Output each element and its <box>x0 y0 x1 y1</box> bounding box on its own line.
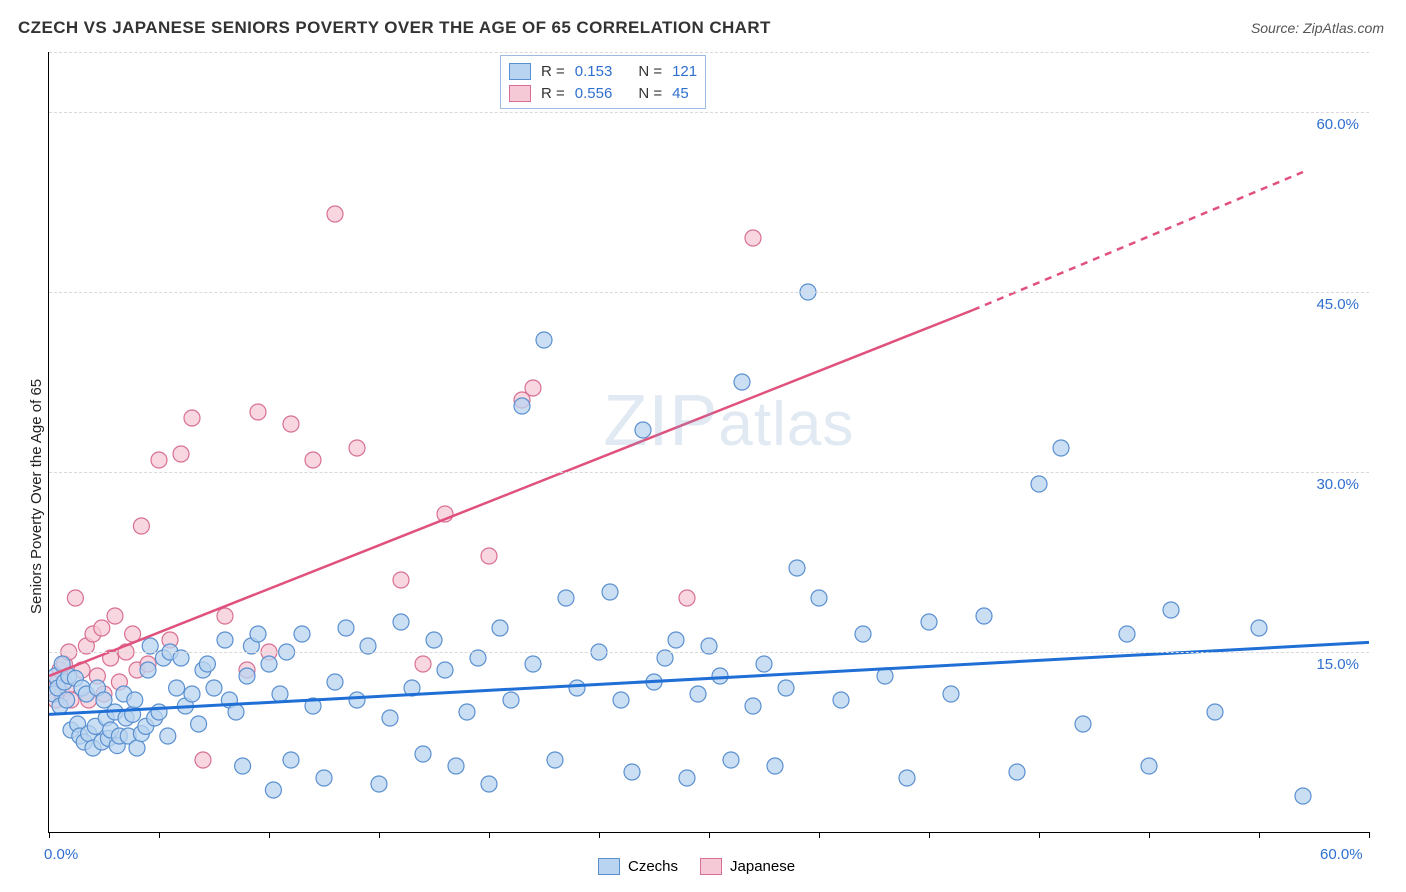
legend-r-label: R = <box>541 63 565 80</box>
y-axis-label: Seniors Poverty Over the Age of 65 <box>28 378 45 613</box>
legend-r-japanese: 0.556 <box>575 85 613 102</box>
legend-correlation: R = 0.153 N = 121 R = 0.556 N = 45 <box>500 55 706 109</box>
legend-n-label: N = <box>638 63 662 80</box>
legend-label-czechs: Czechs <box>628 858 678 875</box>
swatch-czechs <box>509 63 531 80</box>
source-credit: Source: ZipAtlas.com <box>1251 20 1384 36</box>
swatch-japanese <box>509 85 531 102</box>
chart-container: CZECH VS JAPANESE SENIORS POVERTY OVER T… <box>0 0 1406 892</box>
chart-title: CZECH VS JAPANESE SENIORS POVERTY OVER T… <box>18 18 771 38</box>
x-axis-min: 0.0% <box>44 846 78 863</box>
scatter-plot: ZIPatlas 15.0%30.0%45.0%60.0% <box>48 52 1369 833</box>
swatch-czechs <box>598 858 620 875</box>
plot-svg <box>49 52 1369 832</box>
x-axis-max: 60.0% <box>1320 846 1363 863</box>
legend-r-label: R = <box>541 85 565 102</box>
source-prefix: Source: <box>1251 20 1303 36</box>
legend-row-japanese: R = 0.556 N = 45 <box>509 82 697 104</box>
legend-row-czechs: R = 0.153 N = 121 <box>509 60 697 82</box>
swatch-japanese <box>700 858 722 875</box>
legend-series: Czechs Japanese <box>598 858 795 875</box>
legend-item-japanese: Japanese <box>700 858 795 875</box>
legend-r-czechs: 0.153 <box>575 63 613 80</box>
legend-label-japanese: Japanese <box>730 858 795 875</box>
legend-item-czechs: Czechs <box>598 858 678 875</box>
legend-n-label: N = <box>638 85 662 102</box>
legend-n-czechs: 121 <box>672 63 697 80</box>
legend-n-japanese: 45 <box>672 85 689 102</box>
source-name: ZipAtlas.com <box>1303 20 1384 36</box>
